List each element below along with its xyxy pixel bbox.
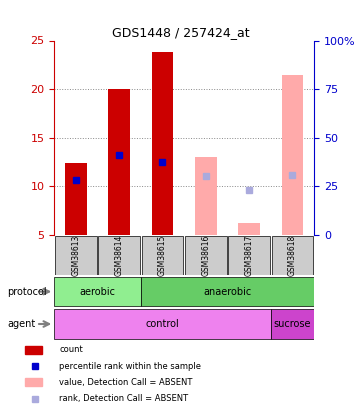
Text: count: count [59, 345, 83, 354]
Text: percentile rank within the sample: percentile rank within the sample [59, 362, 201, 371]
Bar [25, 346, 42, 354]
Text: control: control [145, 319, 179, 329]
Text: anaerobic: anaerobic [203, 287, 252, 296]
Text: GSM38615: GSM38615 [158, 234, 167, 276]
Text: sucrose: sucrose [274, 319, 311, 329]
Text: protocol: protocol [7, 287, 47, 296]
FancyBboxPatch shape [54, 309, 271, 339]
Bar [238, 223, 260, 235]
FancyBboxPatch shape [55, 236, 97, 275]
FancyBboxPatch shape [228, 236, 270, 275]
Text: agent: agent [7, 319, 35, 329]
Bar [152, 52, 173, 235]
Bar [65, 163, 87, 235]
Bar [108, 89, 130, 235]
Text: GSM38613: GSM38613 [71, 234, 80, 276]
Bar [25, 378, 42, 386]
Text: aerobic: aerobic [79, 287, 116, 296]
Text: GSM38614: GSM38614 [115, 234, 123, 276]
Text: GSM38618: GSM38618 [288, 234, 297, 276]
FancyBboxPatch shape [185, 236, 227, 275]
FancyBboxPatch shape [141, 277, 314, 306]
Bar [195, 157, 217, 235]
Text: GSM38617: GSM38617 [245, 234, 253, 276]
FancyBboxPatch shape [142, 236, 183, 275]
FancyBboxPatch shape [271, 236, 313, 275]
FancyBboxPatch shape [271, 309, 314, 339]
Text: GDS1448 / 257424_at: GDS1448 / 257424_at [112, 26, 249, 39]
Text: value, Detection Call = ABSENT: value, Detection Call = ABSENT [59, 378, 192, 387]
Text: GSM38616: GSM38616 [201, 234, 210, 276]
FancyBboxPatch shape [54, 277, 141, 306]
Bar [282, 75, 303, 235]
FancyBboxPatch shape [98, 236, 140, 275]
Text: rank, Detection Call = ABSENT: rank, Detection Call = ABSENT [59, 394, 188, 403]
